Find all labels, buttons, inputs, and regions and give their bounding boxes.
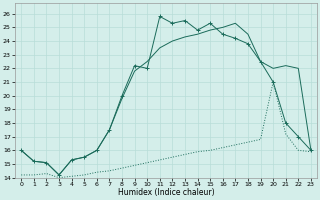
X-axis label: Humidex (Indice chaleur): Humidex (Indice chaleur) bbox=[118, 188, 214, 197]
